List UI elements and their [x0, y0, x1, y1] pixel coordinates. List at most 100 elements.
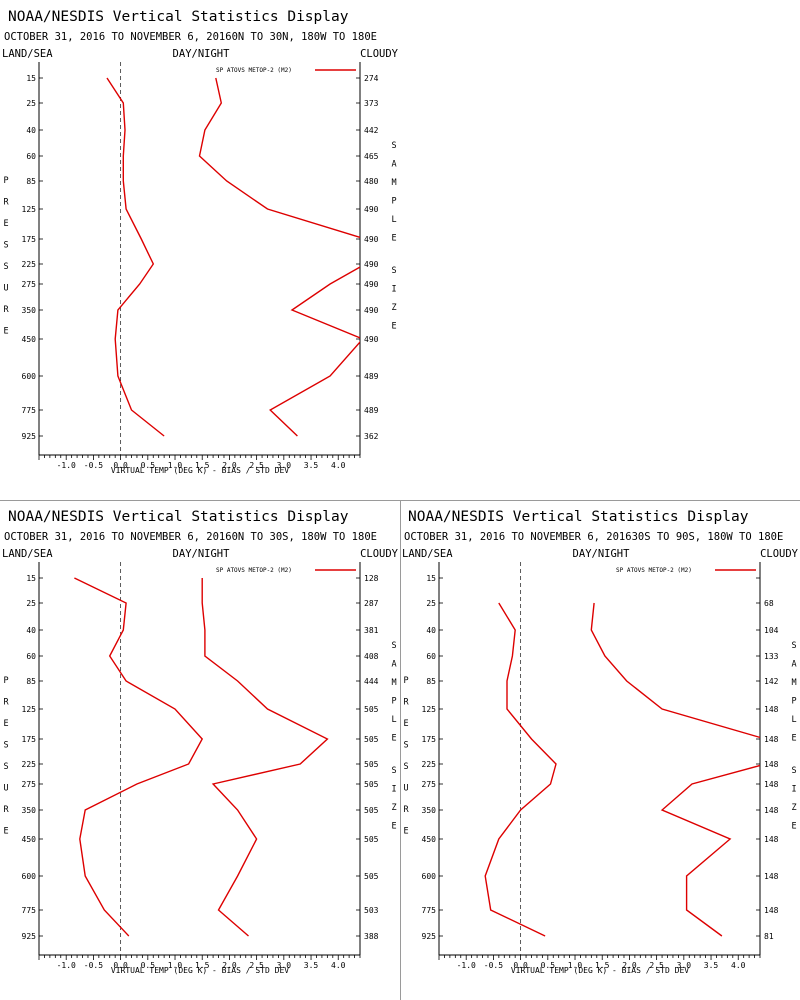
sample-size-label: 480 — [364, 177, 379, 186]
pressure-label: 275 — [22, 280, 37, 289]
x-tick-label: 3.0 — [277, 461, 292, 470]
x-tick-label: 0.0 — [113, 961, 128, 970]
sample-size-label: 444 — [364, 677, 379, 686]
ylabel-letter: S — [3, 262, 8, 272]
pressure-label: 85 — [26, 677, 36, 686]
y2label-letter: S — [391, 641, 396, 651]
chart-svg: NOAA/NESDIS Vertical Statistics Display O… — [402, 509, 799, 975]
y2label-letter: A — [791, 660, 796, 670]
y2label-letter: P — [391, 197, 396, 207]
sample-size-label: 104 — [764, 626, 779, 635]
ylabel-letter: U — [3, 784, 8, 794]
y2label-letter: Z — [391, 803, 396, 813]
sample-size-label: 490 — [364, 235, 379, 244]
x-tick-label: 0.0 — [513, 961, 528, 970]
empty-panel-area — [400, 0, 401, 500]
sample-size-label: 381 — [364, 626, 379, 635]
pressure-label: 600 — [22, 372, 37, 381]
ylabel-letter: S — [403, 741, 408, 751]
series-line-std-dev — [201, 578, 329, 937]
subtitle-dates: OCTOBER 31, 2016 TO NOVEMBER 6, 2016 — [4, 531, 232, 543]
pressure-label: 85 — [426, 677, 436, 686]
pressure-label: 25 — [426, 599, 436, 608]
pressure-label: 40 — [26, 626, 36, 635]
ylabel-letter: R — [3, 198, 9, 208]
panel-divider-horizontal — [0, 500, 800, 501]
ylabel-letter: S — [403, 762, 408, 772]
x-tick-label: 0.5 — [141, 461, 156, 470]
ylabel-letter: R — [403, 698, 409, 708]
sample-size-label: 489 — [364, 372, 379, 381]
legend-label: SP ATOVS METOP-2 (M2) — [616, 567, 692, 574]
legend-label: SP ATOVS METOP-2 (M2) — [216, 67, 292, 74]
x-tick-label: 2.0 — [222, 961, 237, 970]
x-tick-label: -0.5 — [84, 461, 103, 470]
pressure-label: 450 — [422, 835, 437, 844]
pressure-label: 775 — [422, 906, 437, 915]
pressure-label: 15 — [26, 574, 36, 583]
pressure-label: 225 — [422, 760, 437, 769]
x-tick-label: 3.0 — [677, 961, 692, 970]
pressure-label: 775 — [22, 406, 37, 415]
ylabel-letter: S — [3, 241, 8, 251]
x-tick-label: 0.5 — [541, 961, 556, 970]
pressure-label: 350 — [422, 806, 437, 815]
header-cloudy: CLOUDY — [360, 548, 399, 560]
chart-subtitle: OCTOBER 31, 2016 TO NOVEMBER 6, 201630S … — [404, 531, 783, 543]
y2label-letter: E — [791, 734, 796, 744]
subtitle-region: 0N TO 30S, 180W TO 180E — [232, 531, 377, 543]
x-tick-label: 2.5 — [249, 461, 264, 470]
chart-subtitle: OCTOBER 31, 2016 TO NOVEMBER 6, 20160N T… — [4, 531, 377, 543]
ylabel-letter: U — [3, 284, 8, 294]
y2label-letter: M — [391, 178, 396, 188]
x-tick-label: 2.0 — [622, 961, 637, 970]
x-tick-label: 0.0 — [113, 461, 128, 470]
pressure-label: 450 — [22, 835, 37, 844]
header-cloudy: CLOUDY — [760, 548, 799, 560]
y2label-letter: A — [391, 160, 396, 170]
x-tick-label: 4.0 — [331, 461, 346, 470]
ylabel-letter: R — [3, 805, 9, 815]
header-day-night: DAY/NIGHT — [173, 548, 231, 560]
sample-size-label: 148 — [764, 780, 779, 789]
chart-svg: NOAA/NESDIS Vertical Statistics Display O… — [2, 9, 399, 475]
sample-size-label: 408 — [364, 652, 379, 661]
pressure-label: 25 — [26, 99, 36, 108]
x-tick-label: -0.5 — [484, 961, 503, 970]
series-line-std-dev — [590, 602, 760, 937]
y2label-letter: L — [791, 715, 796, 725]
ylabel-letter: R — [3, 305, 9, 315]
y2label-letter: P — [791, 697, 796, 707]
pressure-label: 60 — [26, 152, 36, 161]
sample-size-label: 505 — [364, 872, 379, 881]
series-line-std-dev — [198, 77, 360, 437]
pressure-label: 600 — [422, 872, 437, 881]
pressure-label: 15 — [426, 574, 436, 583]
sample-size-label: 274 — [364, 74, 379, 83]
x-tick-label: 1.0 — [568, 961, 583, 970]
y2label-letter: I — [391, 785, 396, 795]
pressure-label: 60 — [426, 652, 436, 661]
ylabel-letter: E — [403, 827, 408, 837]
ylabel-letter: E — [3, 327, 8, 337]
sample-size-label: 490 — [364, 260, 379, 269]
y2label-letter: S — [391, 141, 396, 151]
header-day-night: DAY/NIGHT — [173, 48, 231, 60]
x-tick-label: 4.0 — [331, 961, 346, 970]
pressure-label: 175 — [22, 235, 37, 244]
sample-size-label: 505 — [364, 705, 379, 714]
x-tick-label: 2.5 — [649, 961, 664, 970]
header-land-sea: LAND/SEA — [2, 48, 53, 60]
x-axis-label: VIRTUAL TEMP (DEG K) - BIAS / STD DEV — [511, 966, 689, 975]
pressure-label: 15 — [26, 74, 36, 83]
y2label-letter: I — [791, 785, 796, 795]
sample-size-label: 148 — [764, 705, 779, 714]
y2label-letter: P — [391, 697, 396, 707]
sample-size-label: 148 — [764, 806, 779, 815]
chart-panel-0n-30s: NOAA/NESDIS Vertical Statistics Display O… — [0, 500, 400, 1000]
sample-size-label: 128 — [364, 574, 379, 583]
subtitle-region: 30S TO 90S, 180W TO 180E — [632, 531, 784, 543]
series-line-bias — [74, 577, 204, 937]
sample-size-label: 148 — [764, 735, 779, 744]
pressure-label: 60 — [26, 652, 36, 661]
